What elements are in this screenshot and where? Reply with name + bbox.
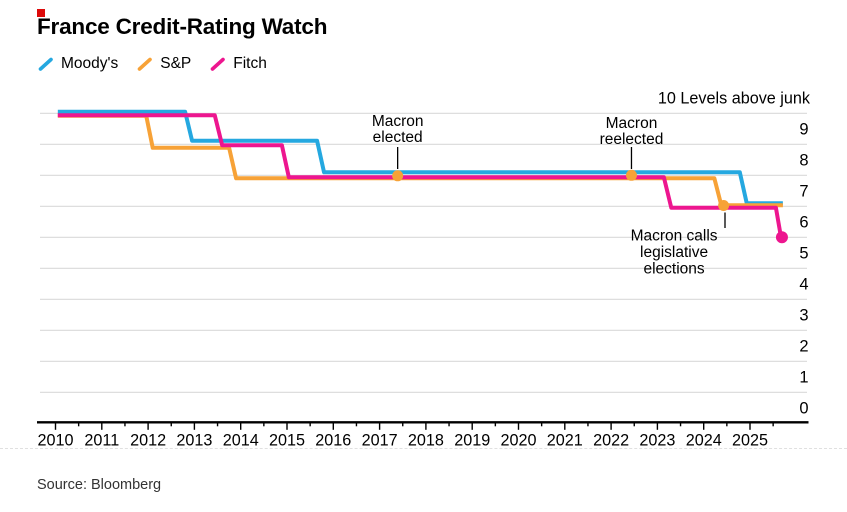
macron-elected-label: elected — [373, 129, 423, 146]
y-tick-label-3: 3 — [799, 306, 808, 324]
legend-label-moodys: Moody's — [61, 55, 119, 72]
bloomberg-red-mark — [37, 9, 45, 17]
y-tick-label-8: 8 — [799, 151, 808, 169]
chart-title: France Credit-Rating Watch — [37, 14, 328, 39]
footer-divider — [0, 448, 847, 449]
legend: Moody's S&P Fitch — [38, 56, 267, 72]
x-tick-label-2024: 2024 — [686, 432, 722, 450]
y-tick-label-9: 9 — [799, 120, 808, 138]
x-tick-label-2022: 2022 — [593, 432, 629, 450]
x-tick-label-2017: 2017 — [362, 432, 398, 450]
source-label: Source: Bloomberg — [37, 477, 162, 493]
y-tick-label-7: 7 — [799, 182, 808, 200]
legend-slash-icon-sp — [137, 57, 153, 71]
legend-label-sp: S&P — [160, 55, 192, 72]
x-tick-label-2023: 2023 — [639, 432, 675, 450]
legend-item-fitch: Fitch — [210, 56, 267, 72]
y-tick-label-4: 4 — [799, 275, 808, 293]
credit-rating-chart: 2010 2011 2012 2013 2014 2015 2016 2017 2018 2019… — [37, 89, 811, 450]
x-tick-label-2021: 2021 — [547, 432, 583, 450]
x-tick-label-2013: 2013 — [176, 432, 212, 450]
legend-label-fitch: Fitch — [233, 55, 267, 72]
x-tick-label-2014: 2014 — [223, 432, 259, 450]
y-tick-label-0: 0 — [799, 399, 808, 417]
series-sp-line — [57, 113, 783, 208]
y-axis-top-label: 10 Levels above junk — [658, 89, 811, 107]
fitch-final-dot — [775, 231, 788, 244]
x-tick-label-2016: 2016 — [315, 432, 351, 450]
macron-calls-label: Macron calls — [631, 228, 718, 245]
x-tick-label-2011: 2011 — [84, 432, 119, 450]
x-tick-label-2025: 2025 — [732, 432, 768, 450]
x-tick-label-2018: 2018 — [408, 432, 444, 450]
x-tick-label-2010: 2010 — [37, 432, 73, 450]
x-tick-label-2015: 2015 — [269, 432, 305, 450]
legend-slash-icon-moodys — [38, 57, 53, 71]
x-tick-label-2019: 2019 — [454, 432, 490, 450]
x-tick-label-2020: 2020 — [500, 432, 536, 450]
y-tick-label-1: 1 — [799, 368, 808, 386]
macron-reelected-label: reelected — [600, 131, 664, 148]
macron-calls-label: legislative — [640, 244, 708, 261]
x-tick-label-2012: 2012 — [130, 432, 166, 450]
macron-reelected-label: Macron — [606, 115, 658, 132]
legend-slash-icon-fitch — [210, 57, 226, 71]
macron-reelected-dot — [625, 169, 637, 181]
sp-downgrade-dot — [718, 200, 730, 211]
legend-item-moodys: Moody's — [38, 56, 118, 72]
macron-elected-dot — [392, 170, 404, 182]
y-tick-label-5: 5 — [799, 244, 808, 262]
macron-calls-label: elections — [643, 260, 704, 277]
y-tick-label-6: 6 — [799, 213, 808, 231]
legend-item-sp: S&P — [137, 56, 191, 72]
series-fitch-line — [57, 113, 784, 240]
macron-elected-label: Macron — [372, 113, 424, 130]
y-tick-label-2: 2 — [799, 337, 808, 355]
